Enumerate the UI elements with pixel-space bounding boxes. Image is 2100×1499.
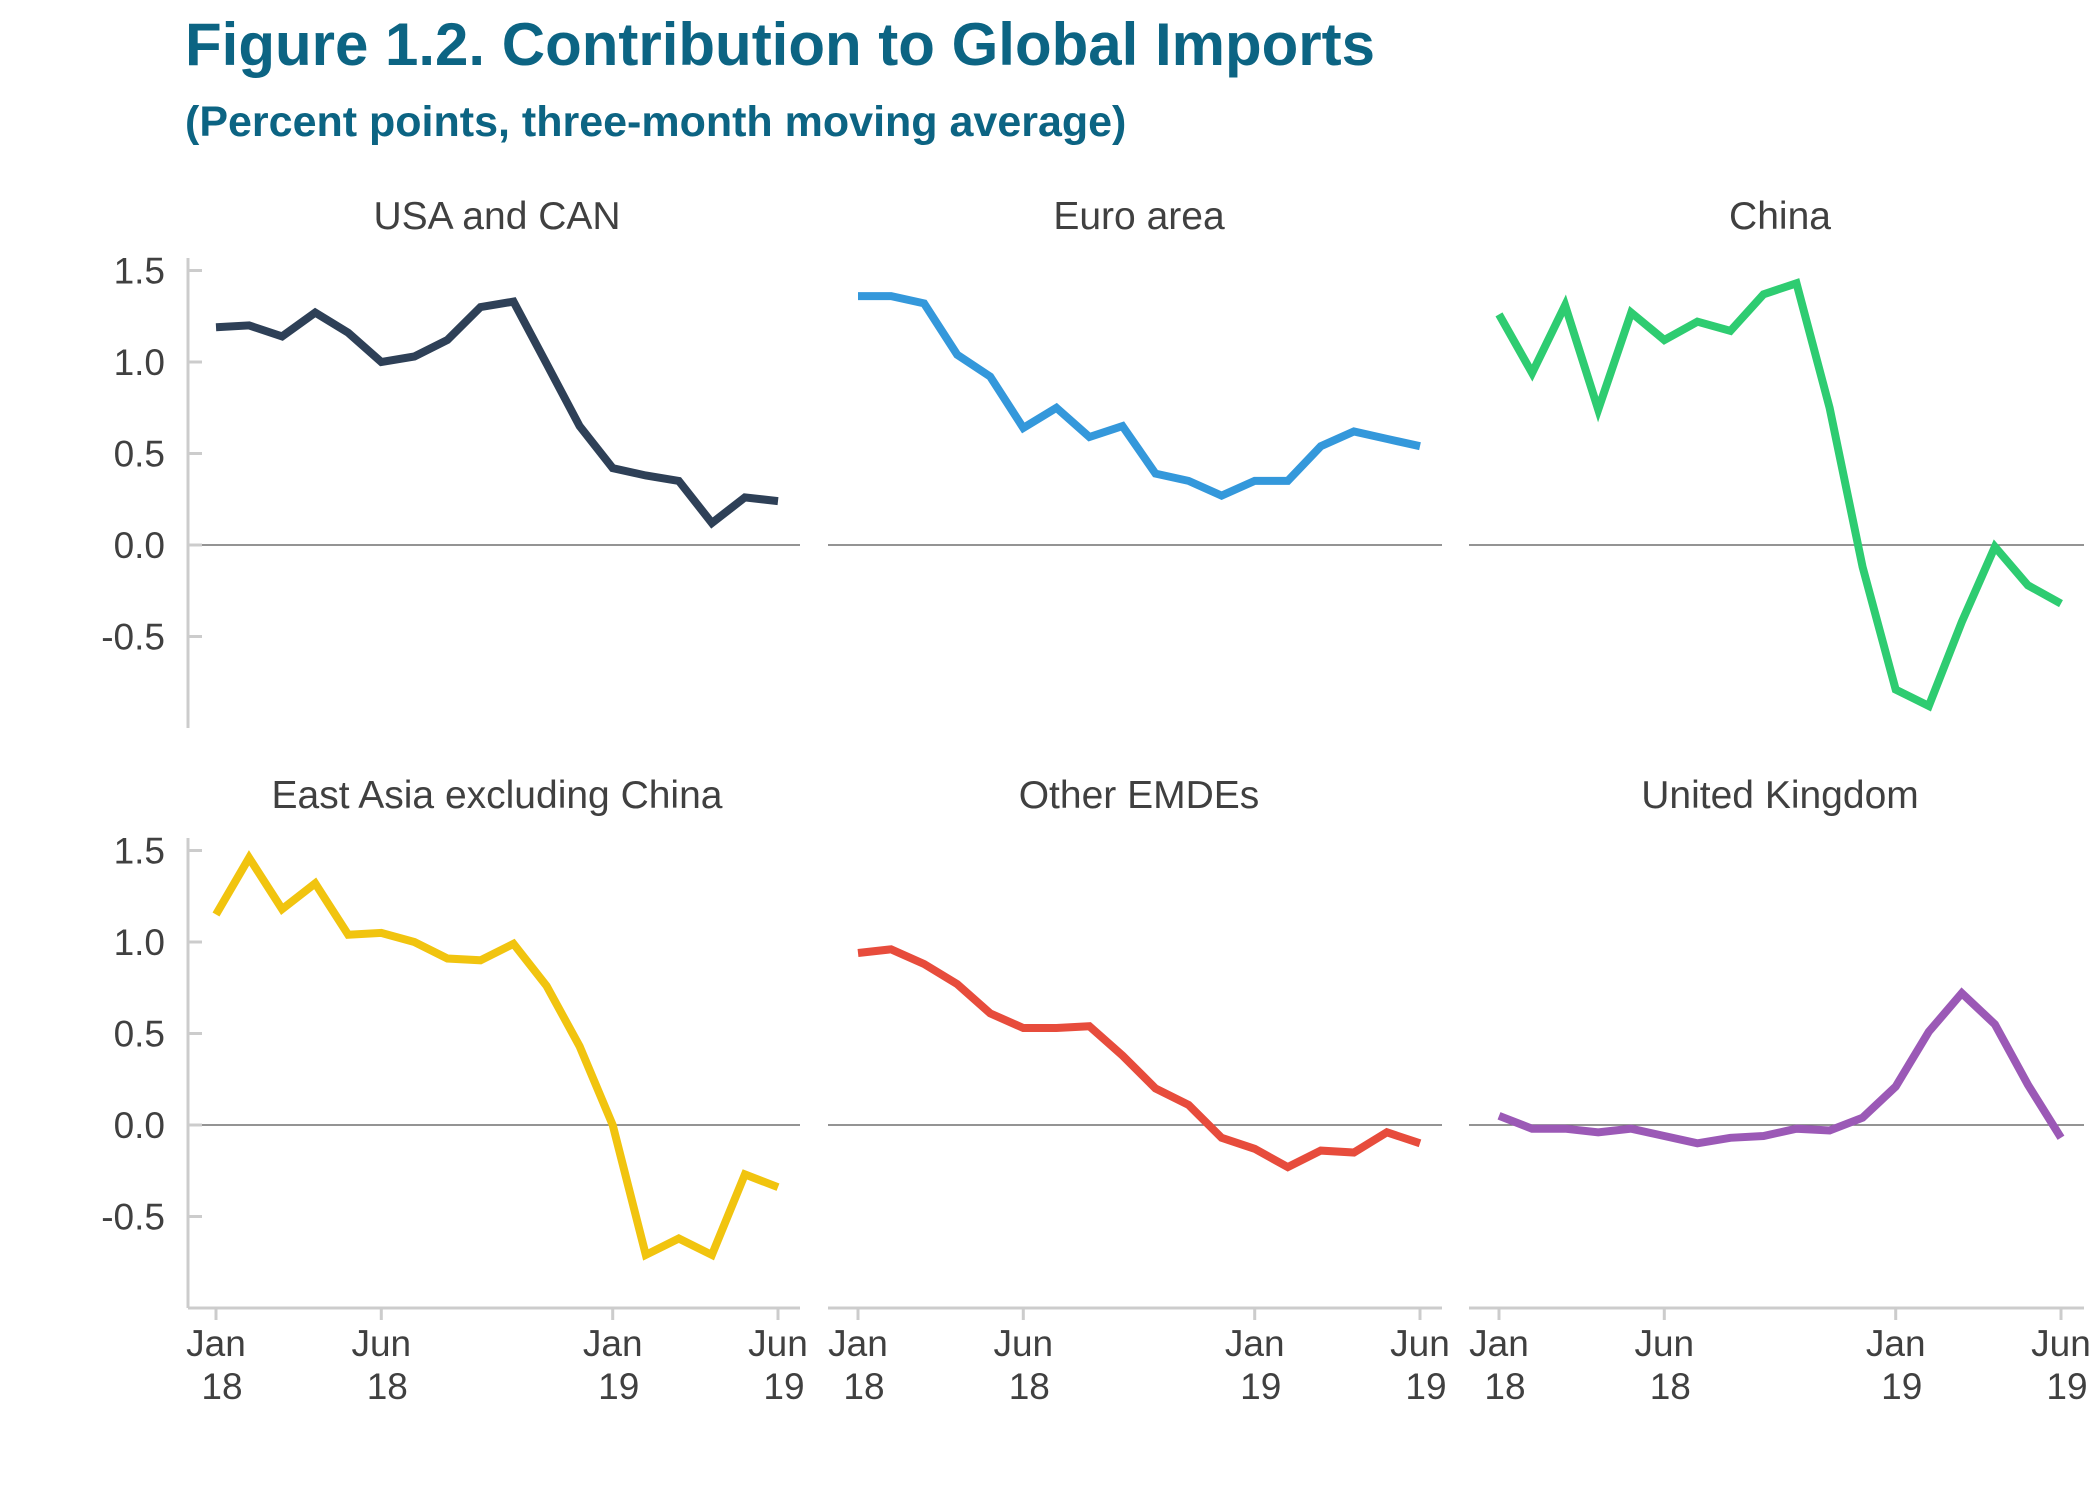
x-tick-label: Jan 18	[186, 1323, 246, 1407]
x-tick-label: Jan 18	[828, 1323, 888, 1407]
series-line-china	[1495, 278, 2063, 712]
x-tick-label-line: Jun	[748, 1323, 808, 1364]
series-line-other-emdes	[857, 945, 1422, 1172]
y-tick-label: -0.5	[101, 617, 165, 658]
x-tick-label-line: Jan	[1469, 1323, 1529, 1364]
x-tick-label: Jun 19	[2031, 1323, 2091, 1407]
panel-title-east-asia-excluding-china: East Asia excluding China	[272, 774, 723, 817]
x-tick-label-line: 18	[843, 1366, 884, 1407]
x-tick-label-line: 19	[2046, 1366, 2087, 1407]
y-tick-label: 1.5	[114, 251, 165, 292]
series-line-usa-and-can	[215, 297, 779, 529]
x-tick-label-line: Jun	[993, 1323, 1053, 1364]
y-tick-label: 0.5	[114, 434, 165, 475]
panel-title-china: China	[1729, 195, 1831, 238]
series-line-east-asia-excluding-china	[212, 850, 780, 1261]
x-tick-label: Jan 19	[1225, 1323, 1285, 1407]
panel-euro-area: Euro area	[828, 195, 1442, 546]
x-tick-label-line: 18	[201, 1366, 242, 1407]
y-tick-label: -0.5	[101, 1197, 165, 1238]
panel-title-euro-area: Euro area	[1053, 195, 1225, 238]
panel-title-united-kingdom: United Kingdom	[1641, 774, 1919, 817]
x-tick-label-line: Jan	[1866, 1323, 1926, 1364]
x-tick-label-line: 19	[1881, 1366, 1922, 1407]
panel-usa-and-can: USA and CAN -0.5 0.0 0.5 1.0 1.5	[101, 195, 800, 728]
x-tick-label-line: Jan	[1225, 1323, 1285, 1364]
x-tick-label-line: Jan	[583, 1323, 643, 1364]
x-tick-label: Jun 19	[1390, 1323, 1450, 1407]
x-tick-label-line: Jan	[828, 1323, 888, 1364]
page-title: Figure 1.2. Contribution to Global Impor…	[185, 11, 1375, 78]
panel-china: China	[1469, 195, 2084, 712]
y-tick-label: 0.0	[114, 525, 165, 566]
panel-east-asia-excluding-china: East Asia excluding China -0.5 0.0 0.5 1.0 1.…	[101, 774, 808, 1407]
y-tick-label: 1.0	[114, 922, 165, 963]
x-tick-label-line: 18	[1009, 1366, 1050, 1407]
x-tick-label-line: 19	[1405, 1366, 1446, 1407]
panel-title-other-emdes: Other EMDEs	[1019, 774, 1260, 817]
x-tick-label: Jan 19	[583, 1323, 643, 1407]
y-tick-label: 1.5	[114, 831, 165, 872]
x-tick-label-line: 19	[598, 1366, 639, 1407]
x-tick-label: Jun 19	[748, 1323, 808, 1407]
x-tick-label-line: Jun	[2031, 1323, 2091, 1364]
x-tick-label-line: Jan	[186, 1323, 246, 1364]
x-tick-label: Jan 19	[1866, 1323, 1926, 1407]
x-tick-label-line: Jun	[1390, 1323, 1450, 1364]
x-tick-label-line: Jun	[1634, 1323, 1694, 1364]
x-tick-label: Jan 18	[1469, 1323, 1529, 1407]
y-tick-label: 1.0	[114, 342, 165, 383]
x-tick-label: Jun 18	[1634, 1323, 1694, 1407]
x-tick-label: Jun 18	[351, 1323, 411, 1407]
y-tick-label: 0.5	[114, 1014, 165, 1055]
y-tick-label: 0.0	[114, 1105, 165, 1146]
panel-title-usa-and-can: USA and CAN	[373, 195, 620, 238]
x-tick-label-line: 18	[1650, 1366, 1691, 1407]
x-tick-label-line: 19	[763, 1366, 804, 1407]
page-subtitle: (Percent points, three-month moving aver…	[185, 98, 1127, 146]
x-tick-label-line: 18	[1484, 1366, 1525, 1407]
x-tick-label-line: 18	[367, 1366, 408, 1407]
x-tick-label-line: 19	[1240, 1366, 1281, 1407]
series-line-united-kingdom	[1497, 987, 2065, 1148]
series-line-euro-area	[858, 292, 1421, 500]
x-tick-label-line: Jun	[351, 1323, 411, 1364]
x-tick-label: Jun 18	[993, 1323, 1053, 1407]
